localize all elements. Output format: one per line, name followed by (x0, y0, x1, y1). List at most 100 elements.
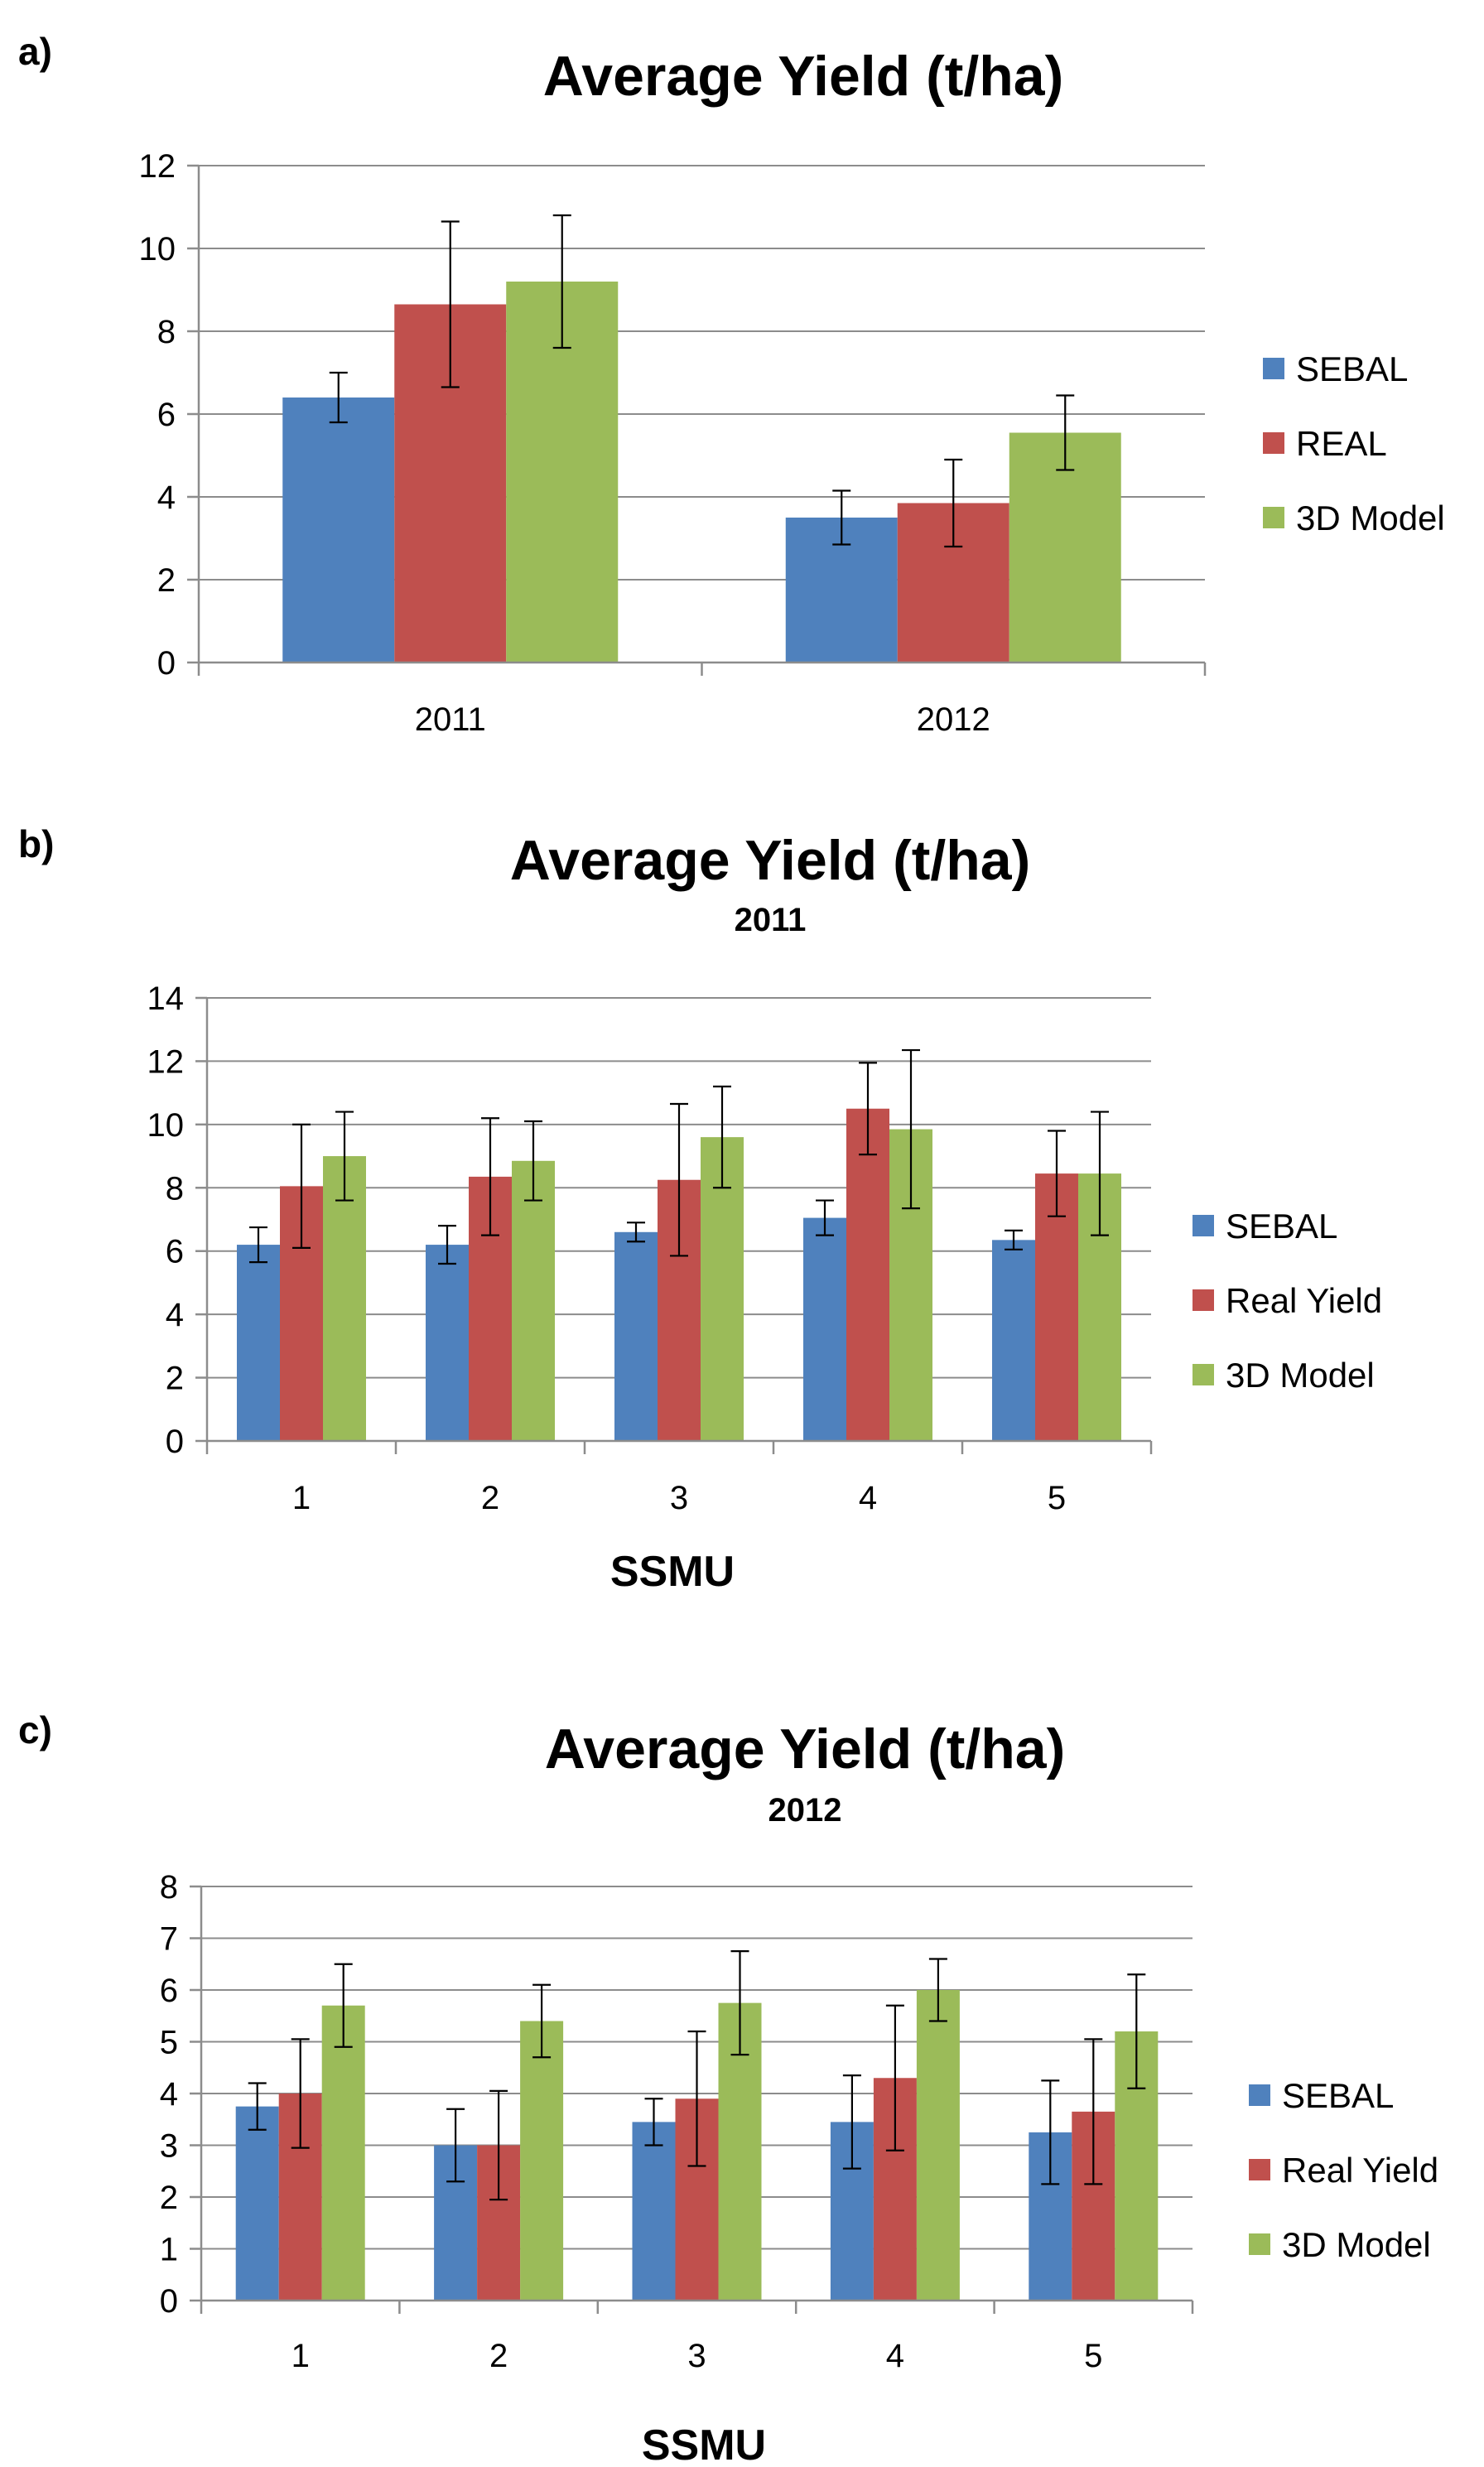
bar-3d-model (512, 1160, 555, 1441)
axes (190, 1885, 1194, 2314)
x-tick-label: 3 (687, 2338, 706, 2374)
legend-label-3d-model: 3D Model (1282, 2225, 1431, 2264)
bar-sebal (992, 1240, 1035, 1441)
y-tick-label: 10 (139, 231, 176, 267)
y-tick-label: 1 (160, 2232, 178, 2268)
chart-panel-c: c) Average Yield (t/ha) 2012 0 1 2 3 4 5 6 7 8 1… (18, 1708, 1438, 2467)
x-tick-label: 2 (489, 2338, 508, 2374)
bar-3d-model (916, 1990, 960, 2301)
legend-swatch-real-yield (1249, 2159, 1270, 2180)
bar-real-yield (1035, 1173, 1078, 1441)
error-bars (249, 1048, 1109, 1265)
y-tick-label: 3 (160, 2128, 178, 2165)
bars (237, 1108, 1121, 1441)
chart-title: Average Yield (t/ha) (543, 45, 1064, 108)
legend-swatch-3d-model (1263, 507, 1284, 528)
chart-panel-b: b) Average Yield (t/ha) 2011 02468101214… (18, 822, 1382, 1596)
y-tick-label: 12 (147, 1043, 185, 1080)
chart-title: Average Yield (t/ha) (510, 829, 1031, 892)
chart-title: Average Yield (t/ha) (545, 1718, 1066, 1780)
x-axis-label: SSMU (642, 2421, 766, 2467)
y-tick-label: 14 (147, 981, 185, 1017)
y-tick-label: 8 (157, 314, 176, 350)
y-tick-label: 12 (139, 148, 176, 185)
chart-subtitle: 2012 (768, 1792, 842, 1829)
x-tick-label: 2011 (415, 701, 486, 738)
x-tick-label: 4 (859, 1480, 877, 1516)
y-tick-label: 5 (160, 2025, 178, 2061)
y-tick-label: 6 (160, 1973, 178, 2009)
legend-swatch-3d-model (1249, 2233, 1270, 2255)
panel-label: b) (18, 822, 54, 865)
chart-subtitle: 2011 (735, 902, 807, 938)
panel-label: a) (18, 30, 52, 73)
error-bars (329, 214, 1075, 548)
legend-label-3d-model: 3D Model (1226, 1356, 1375, 1395)
x-tick-label: 4 (886, 2338, 904, 2374)
legend: SEBAL REAL 3D Model (1263, 349, 1445, 537)
panel-label: c) (18, 1708, 52, 1751)
legend-swatch-real-yield (1192, 1289, 1214, 1311)
x-tick-labels: 1 2 3 4 5 (292, 2338, 1103, 2374)
axes (187, 164, 1207, 676)
legend-label-sebal: SEBAL (1282, 2076, 1394, 2115)
y-tick-label: 2 (166, 1361, 184, 1397)
bars (282, 282, 1121, 663)
x-tick-label: 2 (481, 1480, 499, 1516)
y-tick-label: 2 (157, 562, 176, 599)
legend-label-3d-model: 3D Model (1296, 499, 1445, 537)
y-tick-labels: 0 1 2 3 4 5 6 7 8 (160, 1869, 178, 2320)
bar-sebal (632, 2122, 676, 2301)
y-tick-label: 6 (166, 1234, 184, 1270)
bar-sebal (803, 1217, 846, 1441)
bar-3d-model (1009, 432, 1121, 663)
x-tick-label: 1 (292, 1480, 311, 1516)
legend-swatch-sebal (1192, 1215, 1214, 1236)
legend: SEBAL Real Yield 3D Model (1192, 1207, 1382, 1395)
bar-sebal (426, 1245, 469, 1441)
legend-swatch-real (1263, 432, 1284, 454)
bar-sebal (235, 2106, 279, 2301)
legend-label-real: REAL (1296, 424, 1387, 463)
y-tick-labels: 0 2 4 6 8 10 12 (139, 148, 176, 682)
y-tick-label: 0 (166, 1424, 184, 1460)
y-tick-label: 6 (157, 397, 176, 433)
legend-label-sebal: SEBAL (1226, 1207, 1337, 1246)
x-tick-labels: 2011 2012 (415, 701, 990, 738)
x-axis-label: SSMU (610, 1548, 735, 1596)
y-tick-label: 0 (160, 2283, 178, 2320)
y-tick-label: 0 (157, 645, 176, 682)
bar-3d-model (323, 1156, 366, 1441)
error-bars (248, 1950, 1146, 2201)
x-tick-label: 1 (292, 2338, 310, 2374)
legend-swatch-sebal (1263, 358, 1284, 379)
y-tick-label: 4 (166, 1297, 184, 1333)
y-tick-label: 4 (157, 479, 176, 516)
x-tick-label: 5 (1084, 2338, 1102, 2374)
y-tick-label: 4 (160, 2076, 178, 2113)
legend-label-real-yield: Real Yield (1226, 1281, 1382, 1320)
bars (235, 1990, 1159, 2301)
axes (195, 996, 1153, 1454)
y-tick-labels: 0 2 4 6 8 10 12 14 (147, 981, 185, 1460)
x-tick-labels: 1 2 3 4 5 (292, 1480, 1066, 1516)
y-tick-label: 8 (160, 1869, 178, 1906)
x-tick-label: 5 (1048, 1480, 1066, 1516)
y-tick-label: 10 (147, 1107, 185, 1144)
legend-swatch-3d-model (1192, 1364, 1214, 1385)
bar-sebal (237, 1245, 280, 1441)
y-tick-label: 7 (160, 1921, 178, 1958)
y-tick-label: 8 (166, 1170, 184, 1207)
legend: SEBAL Real Yield 3D Model (1249, 2076, 1438, 2264)
legend-swatch-sebal (1249, 2084, 1270, 2106)
bar-real-yield (846, 1108, 889, 1441)
y-tick-label: 2 (160, 2180, 178, 2216)
x-tick-label: 2012 (917, 701, 990, 738)
legend-label-real-yield: Real Yield (1282, 2151, 1438, 2190)
legend-label-sebal: SEBAL (1296, 349, 1408, 388)
x-tick-label: 3 (670, 1480, 688, 1516)
bar-sebal (282, 398, 395, 663)
bar-3d-model (321, 2005, 365, 2301)
